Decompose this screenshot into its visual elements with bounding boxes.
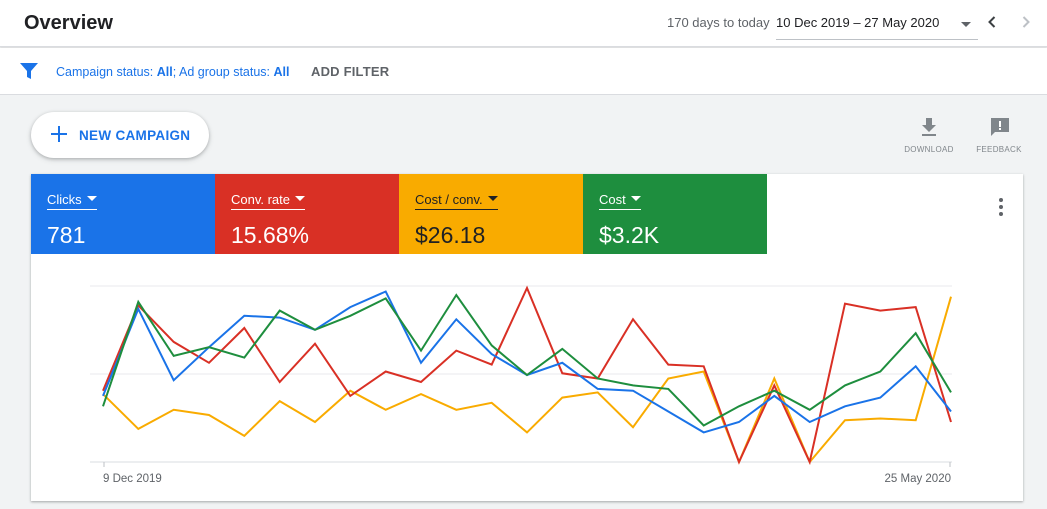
feedback-icon <box>991 118 1009 136</box>
filter-icon[interactable] <box>20 63 38 79</box>
ad-group-status-value: All <box>273 65 290 79</box>
top-bar: Overview 170 days to today 10 Dec 2019 –… <box>0 0 1047 47</box>
x-tick-label-end: 25 May 2020 <box>885 473 952 485</box>
metric-tile-clicks[interactable]: Clicks 781 <box>31 174 215 254</box>
metric-value: $3.2K <box>599 222 660 248</box>
feedback-label: FEEDBACK <box>976 145 1022 154</box>
campaign-status-value: All <box>156 65 173 79</box>
metric-value: $26.18 <box>415 222 486 248</box>
page-title: Overview <box>24 12 113 34</box>
metric-selector-conv-rate[interactable]: Conv. rate <box>231 192 306 210</box>
metric-label: Clicks <box>47 192 82 207</box>
chevron-right-icon[interactable] <box>1016 12 1036 32</box>
range-days-label: 170 days to today <box>667 15 770 30</box>
caret-down-icon <box>295 196 306 202</box>
new-campaign-button[interactable]: NEW CAMPAIGN <box>31 112 209 158</box>
performance-chart: 9 Dec 2019 25 May 2020 <box>90 285 952 485</box>
metric-selector-clicks[interactable]: Clicks <box>47 192 97 210</box>
performance-card: Clicks 781 Conv. rate 15.68% Cost / conv… <box>31 174 1023 501</box>
metric-value: 15.68% <box>231 222 310 248</box>
caret-down-icon <box>86 196 97 202</box>
filter-bar: Campaign status: All; Ad group status: A… <box>0 48 1047 95</box>
feedback-button[interactable]: FEEDBACK <box>969 116 1029 156</box>
more-options-icon[interactable] <box>993 198 1009 216</box>
download-button[interactable]: DOWNLOAD <box>899 116 959 156</box>
series-line-clicks <box>102 290 952 434</box>
campaign-status-label: Campaign status: <box>56 65 157 79</box>
metric-label: Cost / conv. <box>415 192 483 207</box>
date-range-selector[interactable]: 10 Dec 2019 – 27 May 2020 <box>776 10 978 40</box>
download-label: DOWNLOAD <box>904 145 954 154</box>
add-filter-button[interactable]: ADD FILTER <box>311 64 390 79</box>
x-tick-label-start: 9 Dec 2019 <box>103 473 162 485</box>
series-line-cost-conv <box>102 296 952 465</box>
metric-tile-cost-per-conv[interactable]: Cost / conv. $26.18 <box>399 174 583 254</box>
metric-tile-cost[interactable]: Cost $3.2K <box>583 174 767 254</box>
chevron-left-icon[interactable] <box>982 12 1002 32</box>
series-line-conv-rate <box>102 285 952 466</box>
metric-value: 781 <box>47 222 86 248</box>
new-campaign-label: NEW CAMPAIGN <box>79 128 191 143</box>
series-layer <box>102 285 952 466</box>
metric-label: Conv. rate <box>231 192 291 207</box>
date-range-value: 10 Dec 2019 – 27 May 2020 <box>776 15 940 30</box>
status-filter-chip[interactable]: Campaign status: All; Ad group status: A… <box>56 65 289 79</box>
metric-tile-conv-rate[interactable]: Conv. rate 15.68% <box>215 174 399 254</box>
chevron-down-icon <box>961 22 971 27</box>
ad-group-status-label: ; Ad group status: <box>172 65 274 79</box>
caret-down-icon <box>487 196 498 202</box>
plus-icon <box>51 126 67 142</box>
metric-selector-cost-per-conv[interactable]: Cost / conv. <box>415 192 498 210</box>
metric-selector-cost[interactable]: Cost <box>599 192 641 210</box>
metric-label: Cost <box>599 192 626 207</box>
download-icon <box>922 118 936 136</box>
series-line-cost <box>102 293 952 427</box>
caret-down-icon <box>630 196 641 202</box>
